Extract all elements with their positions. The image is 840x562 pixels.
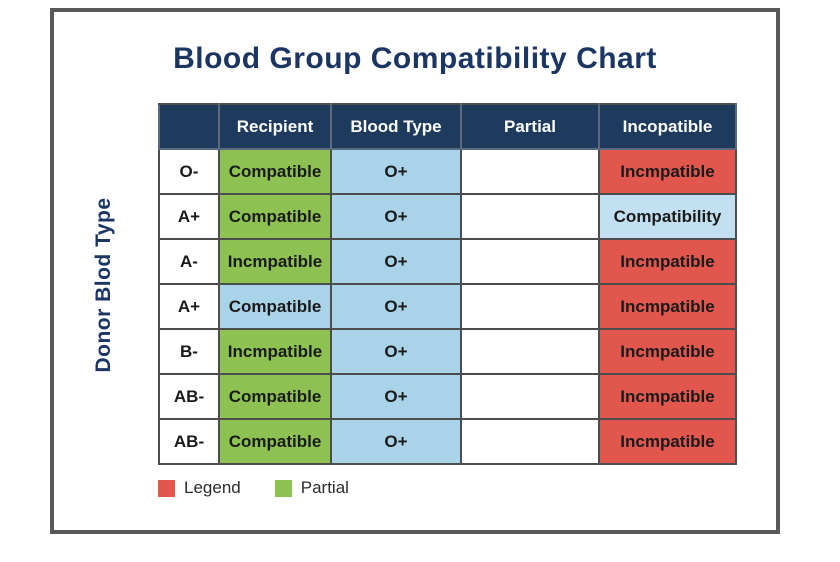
table-row: AB- Compatible O+ Incmpatible bbox=[158, 373, 737, 420]
status-cell: Incmpatible bbox=[598, 418, 737, 465]
legend-red-swatch-icon bbox=[158, 479, 175, 497]
blood-type-cell: O+ bbox=[330, 193, 462, 240]
partial-cell bbox=[460, 418, 600, 465]
status-cell: Compatibility bbox=[598, 193, 737, 240]
column-header-partial: Partial bbox=[460, 103, 600, 150]
status-cell: Incmpatible bbox=[598, 238, 737, 285]
column-header-donor bbox=[158, 103, 220, 150]
status-cell: Incmpatible bbox=[598, 148, 737, 195]
legend-green-swatch-icon bbox=[274, 479, 292, 497]
donor-cell: A- bbox=[158, 238, 220, 285]
recipient-cell: Incmpatible bbox=[218, 238, 332, 285]
column-header-blood-type: Blood Type bbox=[330, 103, 462, 150]
recipient-cell: Compatible bbox=[218, 148, 332, 195]
page-title: Blood Group Compatibility Chart bbox=[173, 42, 657, 75]
donor-cell: A+ bbox=[158, 193, 220, 240]
status-cell: Incmpatible bbox=[598, 373, 737, 420]
donor-cell: O- bbox=[158, 148, 220, 195]
donor-cell: A+ bbox=[158, 283, 220, 330]
status-cell: Incmpatible bbox=[598, 283, 737, 330]
blood-type-cell: O+ bbox=[330, 328, 462, 375]
donor-cell: AB- bbox=[158, 418, 220, 465]
partial-cell bbox=[460, 238, 600, 285]
donor-axis-label: Donor Blod Type bbox=[92, 197, 115, 373]
status-cell: Incmpatible bbox=[598, 328, 737, 375]
donor-cell: B- bbox=[158, 328, 220, 375]
blood-type-cell: O+ bbox=[330, 283, 462, 330]
legend-item: Legend bbox=[158, 478, 241, 498]
blood-type-cell: O+ bbox=[330, 418, 462, 465]
table-row: O- Compatible O+ Incmpatible bbox=[158, 148, 737, 195]
table-row: A- Incmpatible O+ Incmpatible bbox=[158, 238, 737, 285]
recipient-cell: Compatible bbox=[218, 193, 332, 240]
table-row: AB- Compatible O+ Incmpatible bbox=[158, 418, 737, 465]
compatibility-table: Recipient Blood Type Partial Incopatible… bbox=[158, 103, 737, 465]
legend-label: Partial bbox=[300, 478, 349, 497]
blood-type-cell: O+ bbox=[330, 238, 462, 285]
recipient-cell: Compatible bbox=[218, 373, 332, 420]
header-row: Recipient Blood Type Partial Incopatible bbox=[158, 103, 737, 150]
partial-cell bbox=[460, 328, 600, 375]
partial-cell bbox=[460, 193, 600, 240]
blood-type-cell: O+ bbox=[330, 373, 462, 420]
donor-cell: AB- bbox=[158, 373, 220, 420]
column-header-incompatible: Incopatible bbox=[598, 103, 737, 150]
recipient-cell: Compatible bbox=[218, 418, 332, 465]
table-row: A+ Compatible O+ Incmpatible bbox=[158, 283, 737, 330]
legend-label: Legend bbox=[184, 478, 241, 497]
table-row: B- Incmpatible O+ Incmpatible bbox=[158, 328, 737, 375]
column-header-recipient: Recipient bbox=[218, 103, 332, 150]
table-row: A+ Compatible O+ Compatibility bbox=[158, 193, 737, 240]
recipient-cell: Incmpatible bbox=[218, 328, 332, 375]
legend-item: Partial bbox=[274, 478, 349, 498]
partial-cell bbox=[460, 373, 600, 420]
recipient-cell: Compatible bbox=[218, 283, 332, 330]
partial-cell bbox=[460, 148, 600, 195]
blood-type-cell: O+ bbox=[330, 148, 462, 195]
legend: Legend Partial bbox=[158, 478, 349, 498]
partial-cell bbox=[460, 283, 600, 330]
